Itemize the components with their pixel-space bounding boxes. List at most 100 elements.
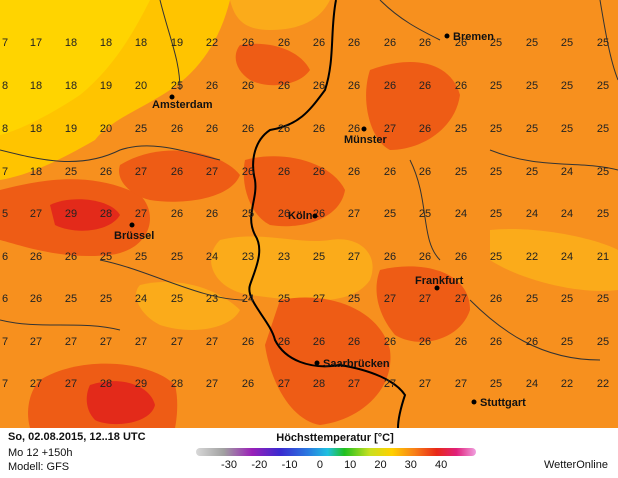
grid-value: 26 [455,336,467,348]
grid-value: 26 [278,336,290,348]
grid-value: 22 [526,251,538,263]
city-label: Brüssel [114,230,154,242]
grid-value: 26 [171,123,183,135]
grid-value: 26 [313,123,325,135]
grid-value: 22 [561,378,573,390]
grid-value: 6 [2,251,8,263]
grid-value: 25 [561,37,573,49]
grid-value: 27 [65,378,77,390]
grid-value: 27 [206,378,218,390]
grid-value: 25 [490,378,502,390]
grid-value: 25 [561,293,573,305]
grid-value: 25 [313,251,325,263]
scale-label: -10 [282,459,298,471]
grid-value: 27 [348,378,360,390]
grid-value: 26 [313,80,325,92]
grid-value: 25 [526,293,538,305]
grid-value: 25 [561,123,573,135]
grid-value: 25 [597,208,609,220]
grid-value: 29 [65,208,77,220]
grid-value: 25 [490,37,502,49]
color-bar [196,448,476,456]
city-dot [129,222,135,228]
grid-value: 27 [171,336,183,348]
grid-value: 28 [171,378,183,390]
borders [0,0,618,429]
grid-value: 26 [419,123,431,135]
grid-value: 19 [65,123,77,135]
grid-value: 7 [2,37,8,49]
grid-value: 26 [65,251,77,263]
grid-value: 23 [278,251,290,263]
grid-value: 26 [206,123,218,135]
grid-value: 24 [455,208,467,220]
grid-value: 25 [597,166,609,178]
grid-value: 27 [65,336,77,348]
grid-value: 26 [278,37,290,49]
grid-value: 25 [490,166,502,178]
grid-value: 22 [597,378,609,390]
grid-value: 26 [419,166,431,178]
grid-value: 27 [206,166,218,178]
grid-value: 26 [242,336,254,348]
grid-value: 25 [597,80,609,92]
grid-value: 26 [455,37,467,49]
grid-value: 25 [278,293,290,305]
grid-value: 23 [206,293,218,305]
forecast-step: Mo 12 +150h [8,447,73,459]
grid-value: 25 [135,251,147,263]
value-grid: 7 17 18 18 18 19 22 26 26 26 26 26 26 26 25 25 25 25 8 18 18… [2,37,609,390]
grid-value: 25 [526,37,538,49]
city-dot [314,360,320,366]
grid-value: 24 [526,208,538,220]
scale-label: 0 [317,459,323,471]
model: Modell: GFS [8,461,69,473]
grid-value: 27 [419,378,431,390]
grid-value: 26 [526,336,538,348]
scale-label: -20 [251,459,267,471]
grid-value: 18 [30,166,42,178]
grid-value: 26 [348,336,360,348]
grid-value: 25 [455,123,467,135]
grid-value: 25 [455,166,467,178]
grid-value: 7 [2,378,8,390]
scale-label: 30 [405,459,417,471]
grid-value: 18 [100,37,112,49]
grid-value: 27 [100,336,112,348]
grid-value: 20 [100,123,112,135]
grid-value: 25 [384,208,396,220]
grid-value: 27 [30,336,42,348]
grid-value: 26 [348,80,360,92]
grid-value: 25 [100,251,112,263]
grid-value: 26 [348,166,360,178]
grid-value: 18 [30,123,42,135]
grid-value: 26 [278,208,290,220]
grid-value: 24 [526,378,538,390]
grid-value: 5 [2,208,8,220]
grid-value: 26 [490,336,502,348]
grid-value: 26 [206,208,218,220]
grid-value: 25 [597,37,609,49]
grid-value: 26 [242,166,254,178]
grid-value: 26 [313,336,325,348]
temperature-field [0,0,618,428]
legend-title: Höchsttemperatur [°C] [276,432,394,444]
city-label: Köln [288,210,313,222]
grid-value: 27 [313,293,325,305]
city-dot [471,399,477,405]
grid-value: 25 [561,80,573,92]
grid-value: 26 [419,80,431,92]
grid-value: 7 [2,166,8,178]
grid-value: 27 [30,208,42,220]
grid-value: 26 [313,166,325,178]
color-bar-labels: -30 -20 -10 0 10 20 30 40 [221,459,447,471]
grid-value: 27 [455,293,467,305]
grid-value: 26 [419,37,431,49]
grid-value: 25 [171,293,183,305]
grid-value: 25 [490,80,502,92]
grid-value: 28 [100,378,112,390]
grid-value: 25 [100,293,112,305]
grid-value: 26 [455,251,467,263]
grid-value: 26 [419,336,431,348]
grid-value: 27 [278,378,290,390]
